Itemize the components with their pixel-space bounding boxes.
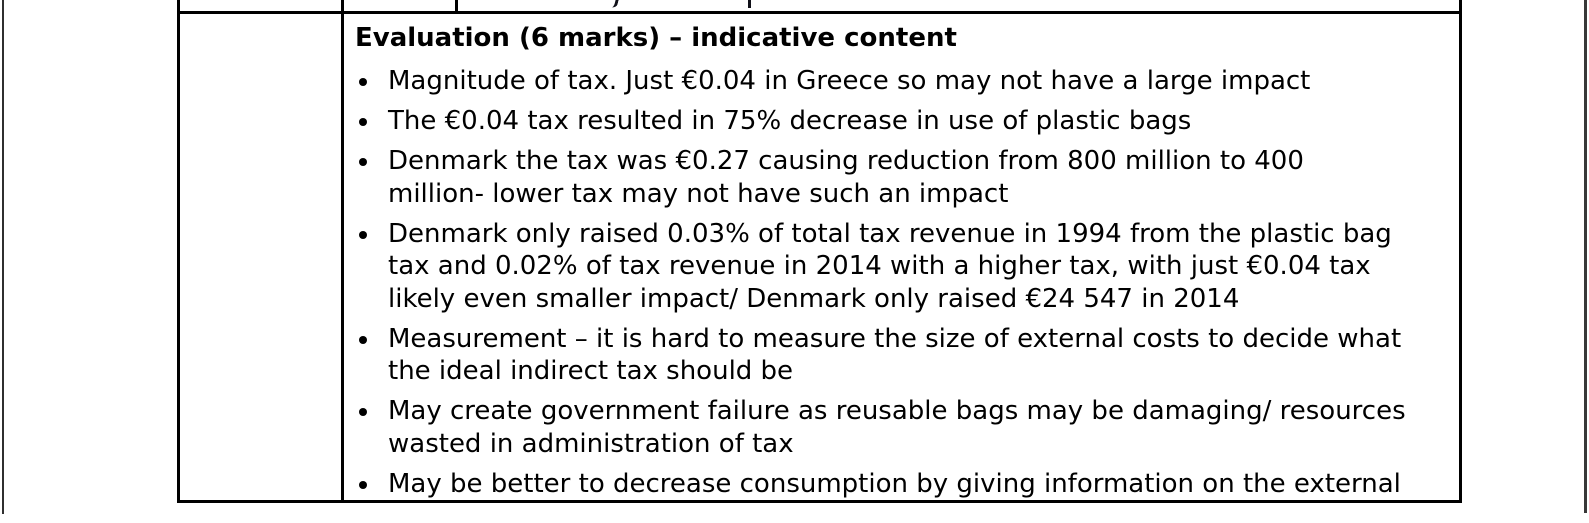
clipped-descender-stem-fragment (748, 0, 751, 8)
table-row-clipped (180, 0, 1459, 14)
bullet-marker-icon (359, 408, 367, 416)
bullet-line: likely even smaller impact/ Denmark only… (388, 283, 1240, 314)
bullet-marker-icon (359, 335, 367, 344)
page-left-edge-line (2, 0, 4, 514)
bullet-item: The €0.04 tax resulted in 75% decrease i… (344, 105, 1451, 138)
bullet-item: Denmark the tax was €0.27 causing reduct… (344, 145, 1451, 210)
bullet-line: The €0.04 tax resulted in 75% decrease i… (388, 106, 1192, 136)
bullet-item: Measurement – it is hard to measure the … (344, 323, 1451, 388)
bullet-marker-icon (359, 118, 367, 126)
evaluation-bullet-list: Magnitude of tax. Just €0.04 in Greece s… (344, 65, 1451, 500)
page-right-edge-line (1584, 0, 1587, 513)
bullet-line: million- lower tax may not have such an … (388, 178, 1009, 209)
table-row-evaluation: Evaluation (6 marks) – indicative conten… (180, 14, 1459, 503)
bullet-line: Magnitude of tax. Just €0.04 in Greece s… (388, 66, 1311, 96)
evaluation-heading: Evaluation (6 marks) – indicative conten… (355, 23, 957, 53)
clipped-middle-cell (344, 0, 458, 11)
bullet-line: May be better to decrease consumption by… (388, 468, 1401, 499)
bullet-line: tax and 0.02% of tax revenue in 2014 wit… (388, 251, 1371, 281)
bullet-marker-icon (359, 78, 367, 86)
question-number-cell (180, 14, 344, 500)
bullet-item: May create government failure as reusabl… (344, 395, 1451, 460)
bullet-line: Denmark the tax was €0.27 causing reduct… (388, 146, 1304, 176)
mark-scheme-table: Evaluation (6 marks) – indicative conten… (177, 0, 1462, 503)
clipped-question-cell (180, 0, 344, 11)
bullet-marker-icon (359, 230, 367, 239)
bullet-line: Measurement – it is hard to measure the … (388, 323, 1402, 354)
indicative-content-cell: Evaluation (6 marks) – indicative conten… (344, 14, 1459, 500)
bullet-line: May create government failure as reusabl… (388, 396, 1406, 426)
bullet-item: May be better to decrease consumption by… (344, 468, 1451, 501)
bullet-line: wasted in administration of tax (388, 428, 794, 459)
clipped-descender-comma-fragment (611, 0, 620, 9)
bullet-marker-icon (359, 480, 367, 489)
bullet-item: Magnitude of tax. Just €0.04 in Greece s… (344, 65, 1451, 98)
bullet-line: the ideal indirect tax should be (388, 356, 794, 386)
bullet-item: Denmark only raised 0.03% of total tax r… (344, 218, 1451, 316)
bullet-marker-icon (359, 158, 367, 166)
bullet-line: Denmark only raised 0.03% of total tax r… (388, 218, 1392, 249)
clipped-content-cell (458, 0, 1459, 11)
